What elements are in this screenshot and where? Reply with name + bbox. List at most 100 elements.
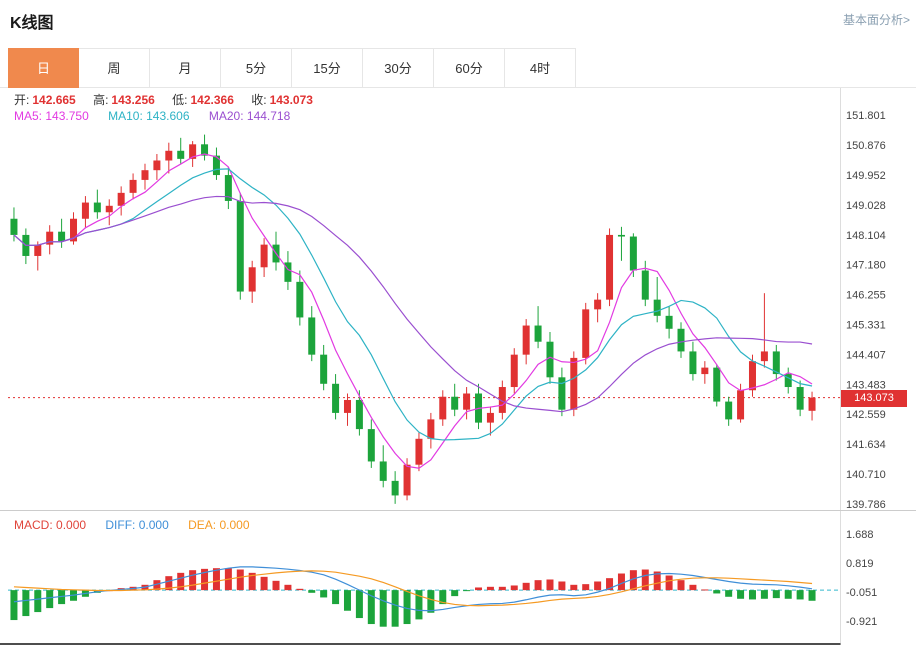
candle xyxy=(379,445,387,488)
dea-line xyxy=(13,570,813,607)
candle xyxy=(320,344,328,391)
tab-4hour[interactable]: 4时 xyxy=(505,48,576,88)
macd-bar xyxy=(248,572,256,591)
candle xyxy=(748,354,756,397)
macd-bar xyxy=(308,590,316,593)
tab-60min[interactable]: 60分 xyxy=(434,48,505,88)
macd-axis-label: -0.921 xyxy=(846,616,877,628)
candle xyxy=(510,348,518,394)
macd-bar xyxy=(594,581,602,591)
candle xyxy=(141,163,149,190)
main-axis-label: 142.559 xyxy=(846,409,886,421)
macd-bar xyxy=(296,588,304,591)
macd-bar xyxy=(10,590,18,621)
macd-bar xyxy=(582,584,590,591)
main-axis-label: 145.331 xyxy=(846,320,886,332)
candle xyxy=(177,137,185,164)
header: K线图 基本面分析> xyxy=(0,0,916,44)
macd-bar xyxy=(367,590,375,625)
tab-week[interactable]: 周 xyxy=(79,48,150,88)
close-value: 143.073 xyxy=(269,93,313,107)
candle xyxy=(58,218,66,248)
main-axis-label: 146.255 xyxy=(846,290,886,302)
candle xyxy=(772,344,780,381)
ma5-legend: MA5: 143.750 xyxy=(14,109,89,123)
macd-bar xyxy=(653,571,661,591)
macd-bar xyxy=(534,580,542,591)
main-axis-label: 148.104 xyxy=(846,230,886,242)
macd-bar xyxy=(748,590,756,600)
macd-bar xyxy=(403,590,411,625)
ma10-label: MA10: xyxy=(108,109,143,123)
fundamental-analysis-link[interactable]: 基本面分析> xyxy=(842,13,910,27)
ma20-value: 144.718 xyxy=(246,109,291,123)
macd-bar xyxy=(439,590,447,605)
ma20-line xyxy=(13,195,813,413)
tab-30min[interactable]: 30分 xyxy=(363,48,434,88)
candle xyxy=(415,432,423,472)
macd-bar xyxy=(606,578,614,591)
candle xyxy=(760,293,768,368)
dea-legend: DEA: 0.000 xyxy=(188,518,249,532)
macd-bar xyxy=(784,590,792,599)
macd-bar xyxy=(558,581,566,591)
candle xyxy=(105,199,113,226)
macd-bar xyxy=(510,585,518,591)
candle xyxy=(486,406,494,436)
candle xyxy=(355,390,363,436)
ma20-legend: MA20: 144.718 xyxy=(209,109,290,123)
macd-value: 0.000 xyxy=(56,518,87,532)
ma10-legend: MA10: 143.606 xyxy=(108,109,189,123)
candle xyxy=(391,471,399,504)
candle xyxy=(10,207,18,242)
main-axis-label: 139.786 xyxy=(846,499,886,511)
candle xyxy=(248,260,256,303)
macd-bar xyxy=(475,587,483,591)
macd-axis-label: -0.051 xyxy=(846,587,877,599)
candle xyxy=(93,189,101,219)
macd-legend-row: MACD: 0.000 DIFF: 0.000 DEA: 0.000 xyxy=(14,518,266,532)
candle xyxy=(570,351,578,417)
candle xyxy=(34,241,42,271)
tab-15min[interactable]: 15分 xyxy=(292,48,363,88)
diff-line xyxy=(13,566,813,612)
ma20-label: MA20: xyxy=(208,109,244,123)
macd-bar xyxy=(427,590,435,613)
macd-bar xyxy=(153,580,161,591)
current-price-badge: 143.073 xyxy=(841,389,907,407)
macd-bar xyxy=(677,580,685,591)
macd-bar xyxy=(343,590,351,611)
tab-month[interactable]: 月 xyxy=(150,48,221,88)
candle xyxy=(332,374,340,420)
tab-day[interactable]: 日 xyxy=(8,48,79,88)
tab-5min[interactable]: 5分 xyxy=(221,48,292,88)
candle xyxy=(808,391,816,421)
macd-bar xyxy=(617,573,625,591)
dea-value: 0.000 xyxy=(219,518,250,532)
macd-label: MACD: xyxy=(14,518,53,532)
candle xyxy=(308,306,316,362)
macd-bar xyxy=(46,590,54,609)
candle xyxy=(22,228,30,265)
macd-bar xyxy=(272,580,280,591)
main-axis-label: 140.710 xyxy=(846,469,886,481)
main-axis-label: 149.952 xyxy=(846,170,886,182)
candle xyxy=(70,212,78,245)
macd-bar xyxy=(332,590,340,605)
candle xyxy=(224,166,232,210)
macd-legend: MACD: 0.000 xyxy=(14,518,86,532)
candle xyxy=(725,396,733,426)
candle xyxy=(367,419,375,468)
candle xyxy=(677,322,685,358)
macd-bar xyxy=(701,589,709,591)
macd-bar xyxy=(201,568,209,591)
candle xyxy=(534,306,542,349)
high-value: 143.256 xyxy=(111,93,155,107)
ma10-line xyxy=(13,168,813,441)
candle xyxy=(641,260,649,307)
candle xyxy=(498,380,506,420)
close-label: 收: xyxy=(251,93,267,107)
candle xyxy=(427,412,435,449)
